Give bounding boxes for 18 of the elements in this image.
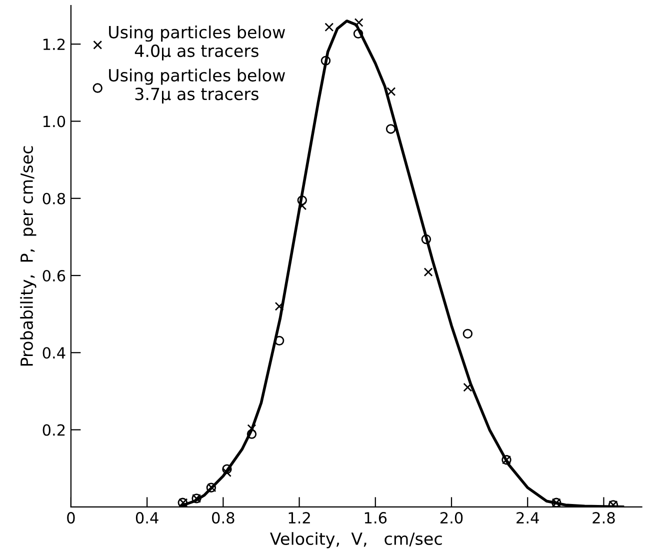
x-tick-label: 1.2 — [288, 512, 310, 524]
y-tick-label: 0.8 — [42, 192, 66, 204]
x-tick-label: 0.4 — [136, 512, 158, 524]
y-tick-label: 1.0 — [43, 116, 66, 128]
x-tick-label: 1.6 — [364, 512, 387, 524]
x-tick-label: 2.8 — [592, 512, 615, 524]
y-axis-title: Probability, P, per cm/sec — [20, 146, 36, 366]
x-tick-label: 0 — [67, 512, 75, 524]
x-axis-title: Velocity, V, cm/sec — [270, 532, 442, 548]
y-tick-label: 0.4 — [42, 347, 66, 359]
y-tick-label: 1.2 — [43, 38, 65, 50]
x-tick-label: 2.0 — [440, 512, 463, 524]
x-tick-label: 0.8 — [212, 512, 234, 524]
y-tick-label: 0.6 — [42, 270, 66, 282]
legend-label: Using particles below 4.0μ as tracers — [109, 26, 285, 60]
y-tick-label: 0.2 — [42, 424, 65, 436]
legend-label: Using particles below 3.7μ as tracers — [109, 68, 285, 104]
x-tick-label: 2.4 — [516, 512, 539, 524]
